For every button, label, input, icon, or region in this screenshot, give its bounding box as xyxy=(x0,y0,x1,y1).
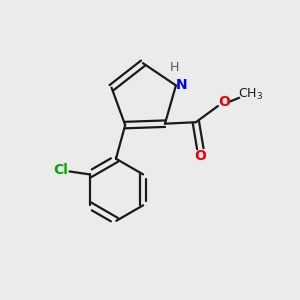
Text: O: O xyxy=(218,95,230,110)
Text: O: O xyxy=(194,149,206,163)
Text: Cl: Cl xyxy=(53,163,68,177)
Text: H: H xyxy=(170,61,179,74)
Text: N: N xyxy=(176,78,187,92)
Text: CH$_3$: CH$_3$ xyxy=(238,87,263,102)
